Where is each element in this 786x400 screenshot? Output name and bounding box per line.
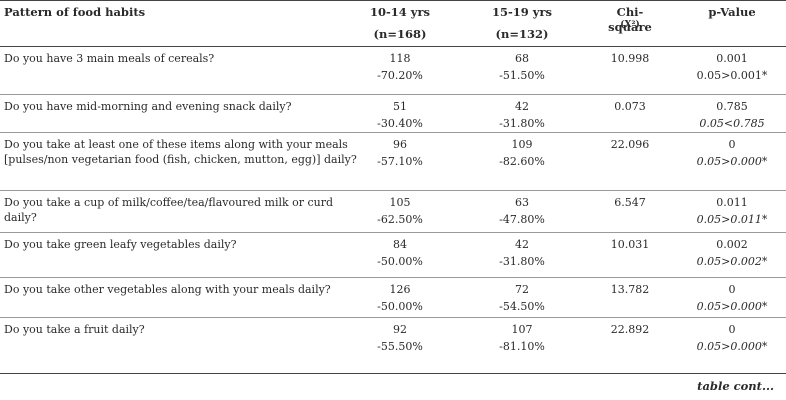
row-c1-pct: -30.40% (377, 117, 423, 130)
table-row: Do you take a cup of milk/coffee/tea/fla… (0, 191, 786, 233)
row-c1-pct: -70.20% (377, 69, 423, 82)
row-p: 0 (728, 323, 736, 336)
row-c1-pct: -57.10% (377, 155, 423, 168)
header-question: Pattern of food habits (4, 5, 146, 19)
header-p-value: p-Value (708, 5, 756, 19)
row-c2-count: 68 (515, 52, 529, 65)
row-p-note: 0.05>0.011* (696, 213, 768, 226)
row-c2-count: 72 (515, 283, 529, 296)
row-p-note: 0.05>0.000* (696, 340, 768, 353)
table-row: Do you take green leafy vegetables daily… (0, 233, 786, 278)
row-chi: 13.782 (610, 283, 650, 296)
table-row: Do you take at least one of these items … (0, 133, 786, 191)
row-c1-count: 51 (393, 100, 407, 113)
row-c2-count: 42 (515, 238, 529, 251)
row-chi: 0.073 (614, 100, 646, 113)
table-row: Do you take other vegetables along with … (0, 278, 786, 318)
table-header-row: Pattern of food habits 10-14 yrs (n=168)… (0, 1, 786, 47)
row-chi: 22.096 (610, 138, 650, 151)
row-question: Do you take a cup of milk/coffee/tea/fla… (4, 196, 334, 224)
row-c2-count: 109 (511, 138, 533, 151)
row-chi: 22.892 (610, 323, 650, 336)
row-p-note: 0.05>0.001* (696, 69, 768, 82)
row-c2-pct: -81.10% (499, 340, 545, 353)
row-c2-count: 63 (515, 196, 529, 209)
row-c1-count: 96 (393, 138, 407, 151)
header-chi-sub: (X²) (620, 20, 640, 30)
row-c2-count: 42 (515, 100, 529, 113)
row-question: Do you have mid-morning and evening snac… (4, 100, 292, 113)
row-c2-pct: -51.50% (499, 69, 545, 82)
row-question: Do you take other vegetables along with … (4, 283, 331, 296)
row-p: 0.001 (716, 52, 748, 65)
row-c1-pct: -55.50% (377, 340, 423, 353)
header-chi-title: Chi-square (608, 5, 652, 34)
table-row: Do you have 3 main meals of cereals? 118… (0, 47, 786, 95)
row-c1-count: 84 (393, 238, 407, 251)
row-p-note: 0.05<0.785 (699, 117, 765, 130)
row-chi: 10.031 (610, 238, 650, 251)
row-c1-count: 92 (393, 323, 407, 336)
row-c1-pct: -50.00% (377, 300, 423, 313)
row-p: 0.785 (716, 100, 748, 113)
row-c1-pct: -50.00% (377, 255, 423, 268)
row-c1-count: 118 (389, 52, 411, 65)
row-c1-count: 105 (389, 196, 411, 209)
row-chi: 6.547 (614, 196, 646, 209)
row-p: 0 (728, 283, 736, 296)
table-row: Do you have mid-morning and evening snac… (0, 95, 786, 133)
table-continuation-note: table cont... (697, 379, 774, 393)
row-c1-count: 126 (389, 283, 411, 296)
row-p: 0.002 (716, 238, 748, 251)
row-p: 0 (728, 138, 736, 151)
table-bottom-rule (0, 373, 786, 374)
header-10-14-n: (n=168) (373, 27, 427, 41)
row-question: Do you take at least one of these items … (4, 138, 357, 166)
row-c2-pct: -31.80% (499, 255, 545, 268)
row-question: Do you have 3 main meals of cereals? (4, 52, 215, 65)
row-question: Do you take a fruit daily? (4, 323, 145, 336)
row-c2-pct: -31.80% (499, 117, 545, 130)
food-habits-table: Pattern of food habits 10-14 yrs (n=168)… (0, 0, 786, 362)
row-c1-pct: -62.50% (377, 213, 423, 226)
header-15-19-n: (n=132) (495, 27, 549, 41)
row-c2-pct: -82.60% (499, 155, 545, 168)
header-10-14-title: 10-14 yrs (370, 5, 430, 19)
row-chi: 10.998 (610, 52, 650, 65)
row-c2-pct: -47.80% (499, 213, 545, 226)
row-p: 0.011 (716, 196, 748, 209)
row-p-note: 0.05>0.000* (696, 300, 768, 313)
row-p-note: 0.05>0.002* (696, 255, 768, 268)
table-row: Do you take a fruit daily? 92 -55.50% 10… (0, 318, 786, 362)
row-p-note: 0.05>0.000* (696, 155, 768, 168)
header-15-19-title: 15-19 yrs (492, 5, 552, 19)
row-question: Do you take green leafy vegetables daily… (4, 238, 237, 251)
row-c2-pct: -54.50% (499, 300, 545, 313)
row-c2-count: 107 (511, 323, 533, 336)
